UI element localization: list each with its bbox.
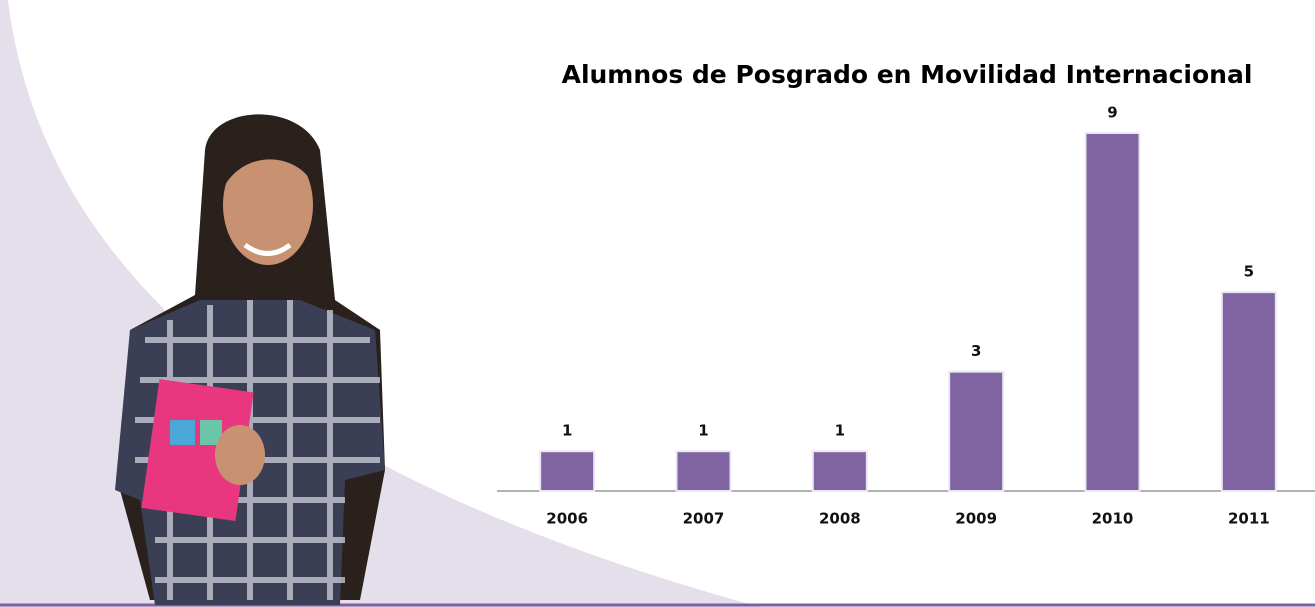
bar (811, 450, 868, 493)
x-tick-label: 2009 (955, 510, 997, 528)
data-label: 3 (971, 342, 981, 360)
data-label: 1 (562, 422, 572, 440)
data-label: 9 (1107, 104, 1117, 122)
bar (948, 370, 1005, 492)
data-label: 1 (835, 422, 845, 440)
bar (1220, 291, 1277, 492)
bar (1084, 132, 1141, 492)
data-label: 5 (1244, 263, 1254, 281)
x-tick-label: 2010 (1092, 510, 1134, 528)
chart-title: Alumnos de Posgrado en Movilidad Interna… (562, 60, 1253, 89)
bar (675, 450, 732, 493)
bar (539, 450, 596, 493)
x-tick-label: 2011 (1228, 510, 1270, 528)
x-tick-label: 2008 (819, 510, 861, 528)
background-curve (0, 0, 760, 607)
x-tick-label: 2007 (683, 510, 725, 528)
student-photo (115, 114, 385, 605)
data-label: 1 (698, 422, 708, 440)
x-tick-label: 2006 (546, 510, 588, 528)
